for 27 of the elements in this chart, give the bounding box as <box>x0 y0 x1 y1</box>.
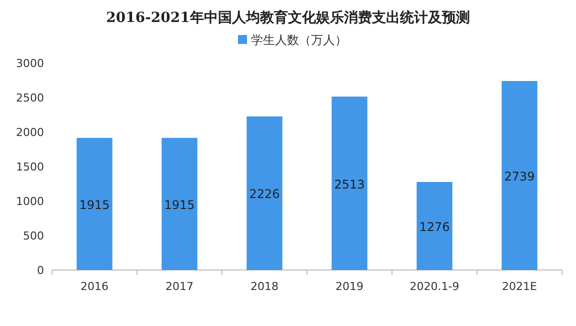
y-tick-label: 2500 <box>16 92 44 104</box>
data-label: 1276 <box>419 220 450 234</box>
data-label: 2513 <box>334 177 365 192</box>
data-label: 2226 <box>249 187 280 202</box>
x-tick-label: 2019 <box>336 280 364 293</box>
y-tick-label: 0 <box>37 264 44 277</box>
chart-title: 2016-2021年中国人均教育文化娱乐消费支出统计及预测 <box>106 9 470 26</box>
y-tick-label: 3000 <box>16 57 44 70</box>
x-tick-label: 2018 <box>250 280 278 293</box>
y-tick-label: 1500 <box>16 160 44 174</box>
data-label: 1915 <box>164 198 195 212</box>
y-tick-label: 1000 <box>16 195 44 208</box>
legend-label: 学生人数（万人） <box>251 33 347 47</box>
data-label: 2739 <box>504 170 535 184</box>
bar <box>416 182 452 270</box>
data-label: 1915 <box>79 198 110 212</box>
bar <box>332 96 368 270</box>
bar <box>76 138 112 270</box>
x-tick-label: 2017 <box>166 280 194 293</box>
bar <box>246 116 282 270</box>
x-tick-label: 2016 <box>80 280 108 293</box>
x-tick-label: 2021E <box>502 280 538 293</box>
y-tick-label: 2000 <box>16 126 44 139</box>
bar <box>502 81 538 270</box>
y-tick-label: 500 <box>23 230 44 242</box>
x-tick-label: 2020.1-9 <box>410 280 460 293</box>
bar <box>162 138 198 270</box>
